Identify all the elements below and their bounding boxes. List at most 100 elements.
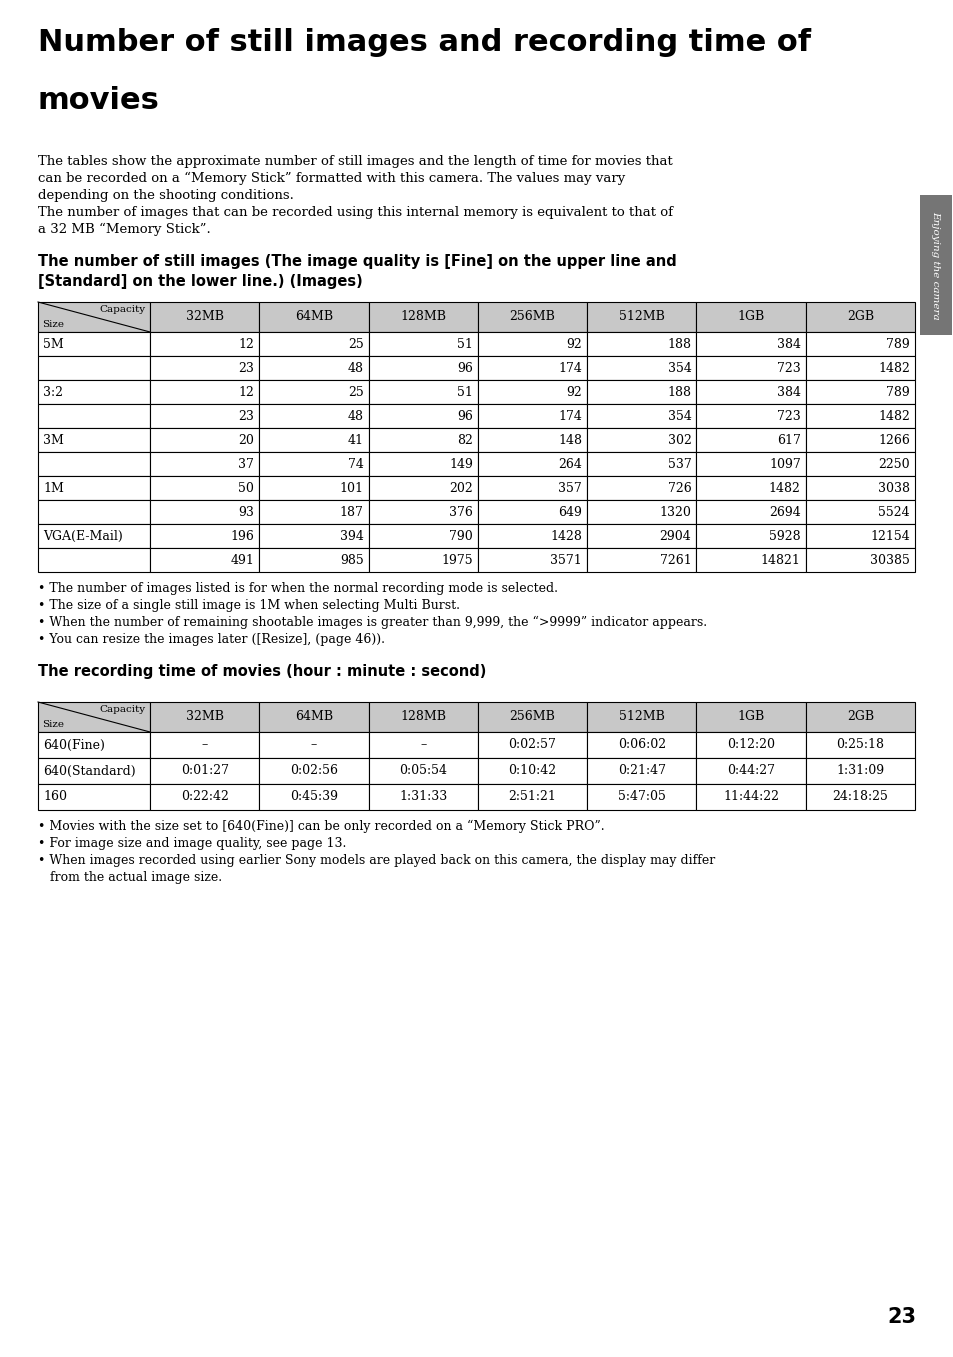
Bar	[259, 759, 368, 784]
Text: 649: 649	[558, 506, 581, 518]
Bar	[150, 404, 259, 427]
Text: 174: 174	[558, 361, 581, 375]
Text: 789: 789	[885, 385, 909, 399]
Text: 128MB: 128MB	[400, 311, 446, 323]
Text: 3038: 3038	[877, 482, 909, 494]
Bar	[259, 476, 368, 499]
Text: Capacity: Capacity	[100, 305, 146, 313]
Bar	[696, 784, 805, 810]
Text: 1428: 1428	[550, 529, 581, 543]
Text: 30385: 30385	[869, 554, 909, 566]
Bar	[805, 731, 914, 759]
Text: 51: 51	[456, 385, 473, 399]
Bar	[586, 784, 696, 810]
Text: 394: 394	[339, 529, 363, 543]
Text: 23: 23	[238, 410, 254, 422]
Text: 24:18:25: 24:18:25	[832, 791, 887, 803]
Bar	[696, 524, 805, 548]
Bar	[586, 303, 696, 332]
Text: a 32 MB “Memory Stick”.: a 32 MB “Memory Stick”.	[38, 223, 211, 236]
Bar	[368, 702, 477, 731]
Bar	[150, 759, 259, 784]
Bar	[38, 332, 150, 356]
Text: 51: 51	[456, 338, 473, 350]
Bar	[368, 499, 477, 524]
Bar	[38, 380, 150, 404]
Bar	[586, 548, 696, 573]
Bar	[805, 332, 914, 356]
Text: 12154: 12154	[869, 529, 909, 543]
Text: 5M: 5M	[43, 338, 64, 350]
Text: 2GB: 2GB	[846, 311, 873, 323]
Text: 0:01:27: 0:01:27	[180, 764, 229, 778]
Text: 174: 174	[558, 410, 581, 422]
Text: 384: 384	[776, 385, 800, 399]
Bar	[586, 380, 696, 404]
Bar	[368, 524, 477, 548]
Text: 148: 148	[558, 433, 581, 446]
Text: The number of still images (The image quality is [Fine] on the upper line and: The number of still images (The image qu…	[38, 254, 676, 269]
Text: 0:02:56: 0:02:56	[290, 764, 337, 778]
Bar	[805, 499, 914, 524]
Text: 7261: 7261	[659, 554, 691, 566]
Bar	[805, 427, 914, 452]
Text: 790: 790	[449, 529, 473, 543]
Bar	[477, 499, 586, 524]
Text: VGA(E-Mail): VGA(E-Mail)	[43, 529, 123, 543]
Bar	[477, 476, 586, 499]
Text: 12: 12	[238, 338, 254, 350]
Bar	[368, 784, 477, 810]
Text: 1:31:33: 1:31:33	[398, 791, 447, 803]
Bar	[805, 303, 914, 332]
Bar	[368, 303, 477, 332]
Text: 93: 93	[238, 506, 254, 518]
Text: 1266: 1266	[877, 433, 909, 446]
Text: 96: 96	[456, 361, 473, 375]
Text: from the actual image size.: from the actual image size.	[38, 871, 222, 883]
Bar	[38, 702, 150, 731]
Text: 25: 25	[348, 385, 363, 399]
Text: 985: 985	[339, 554, 363, 566]
Bar	[38, 759, 150, 784]
Text: 1482: 1482	[768, 482, 800, 494]
Text: 64MB: 64MB	[294, 711, 333, 723]
Text: 617: 617	[776, 433, 800, 446]
Text: 0:02:57: 0:02:57	[508, 738, 556, 752]
Text: 23: 23	[886, 1307, 915, 1327]
Bar	[150, 303, 259, 332]
Bar	[259, 404, 368, 427]
Bar	[368, 731, 477, 759]
Text: 101: 101	[339, 482, 363, 494]
Text: 640(Fine): 640(Fine)	[43, 738, 105, 752]
Bar	[150, 548, 259, 573]
Bar	[586, 476, 696, 499]
Text: 3571: 3571	[550, 554, 581, 566]
Bar	[368, 356, 477, 380]
Bar	[259, 332, 368, 356]
Text: 723: 723	[776, 410, 800, 422]
Bar	[259, 702, 368, 731]
Bar	[805, 404, 914, 427]
Text: Number of still images and recording time of: Number of still images and recording tim…	[38, 28, 810, 57]
Bar	[368, 452, 477, 476]
Bar	[696, 476, 805, 499]
Bar	[259, 452, 368, 476]
Text: 0:22:42: 0:22:42	[180, 791, 229, 803]
Bar	[477, 452, 586, 476]
Text: 32MB: 32MB	[186, 311, 223, 323]
Text: 196: 196	[231, 529, 254, 543]
Bar	[586, 427, 696, 452]
Text: 2694: 2694	[768, 506, 800, 518]
Text: The number of images that can be recorded using this internal memory is equivale: The number of images that can be recorde…	[38, 206, 672, 218]
Text: 1482: 1482	[877, 410, 909, 422]
Bar	[368, 380, 477, 404]
Bar	[696, 731, 805, 759]
Text: 0:05:54: 0:05:54	[398, 764, 447, 778]
Text: 1975: 1975	[441, 554, 473, 566]
Text: • The number of images listed is for when the normal recording mode is selected.: • The number of images listed is for whe…	[38, 582, 558, 594]
Text: 0:25:18: 0:25:18	[836, 738, 883, 752]
Bar	[477, 524, 586, 548]
Bar	[38, 476, 150, 499]
Bar	[38, 784, 150, 810]
Bar	[150, 476, 259, 499]
